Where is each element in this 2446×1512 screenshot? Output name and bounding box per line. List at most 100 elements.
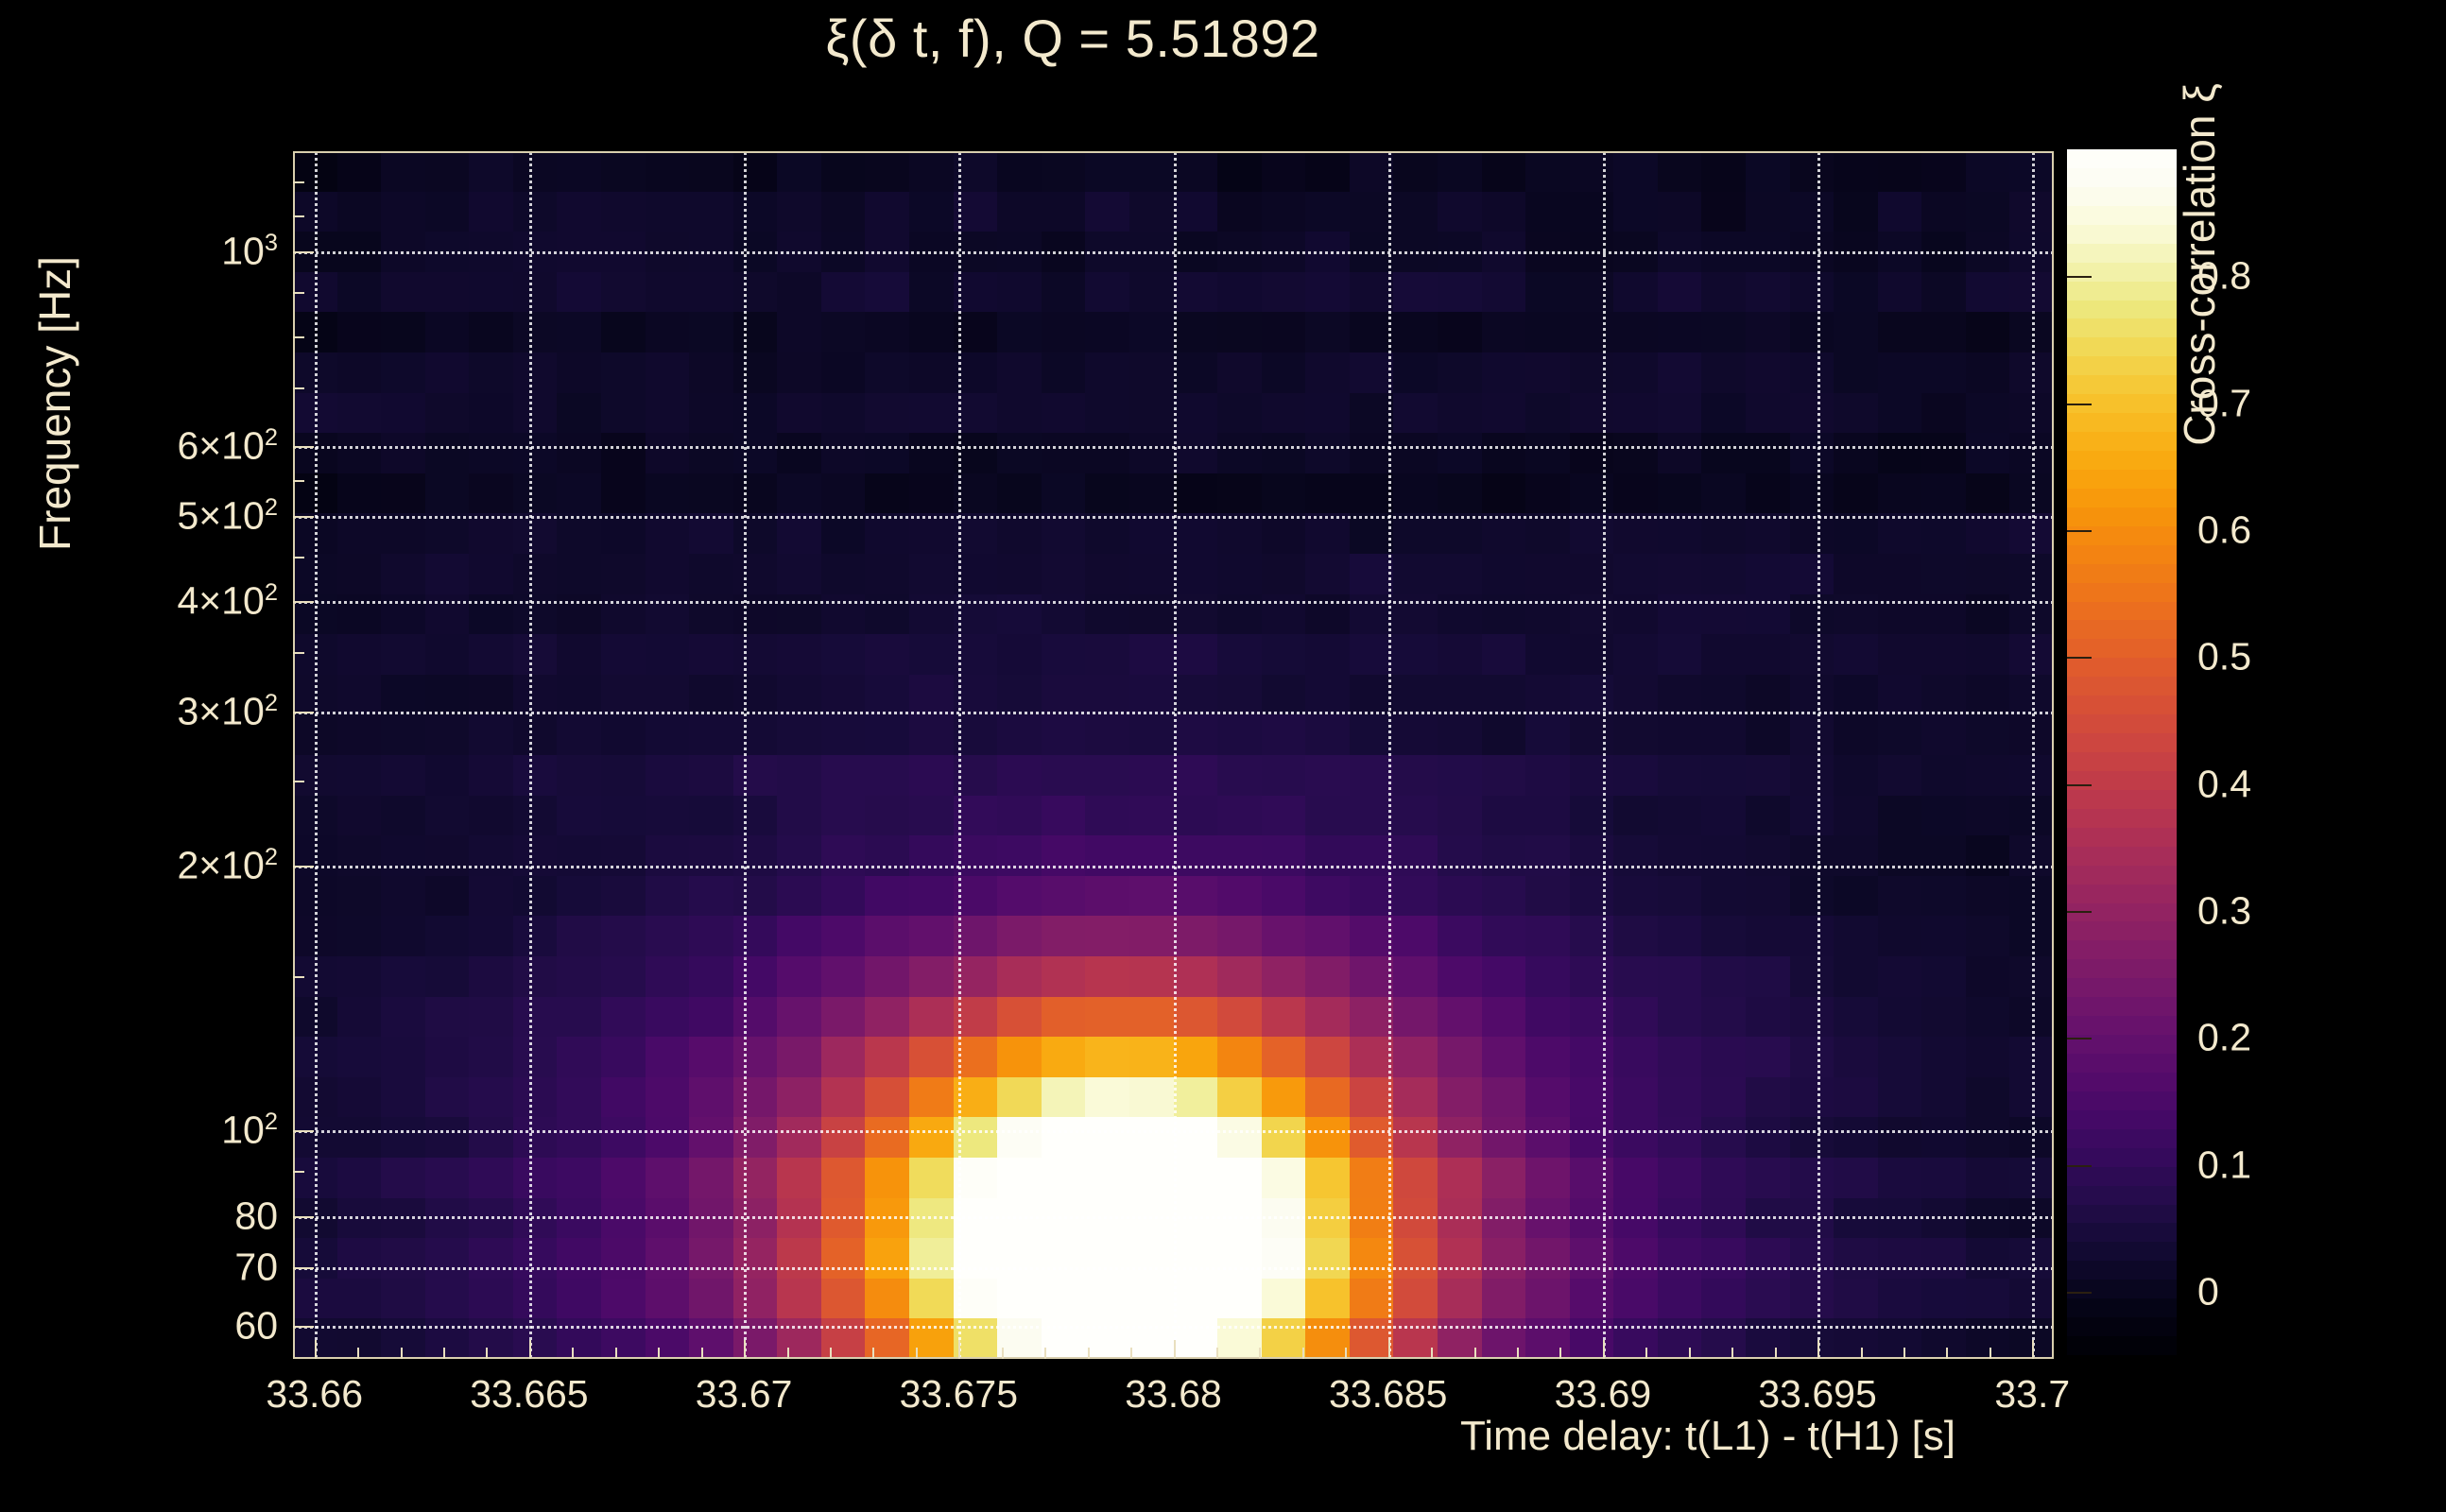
heatmap-cell [293, 1197, 337, 1239]
heatmap-cell [953, 232, 998, 272]
heatmap-cell [512, 795, 558, 836]
heatmap-cell [381, 634, 425, 675]
heatmap-cell [1569, 1117, 1614, 1158]
heatmap-cell [1085, 1157, 1129, 1198]
colorbar-segment [2067, 451, 2177, 470]
heatmap-cell [1921, 1157, 1966, 1198]
heatmap-cell [336, 875, 382, 917]
heatmap-cell [953, 472, 998, 514]
x-axis-minor-tick [1301, 1348, 1304, 1359]
heatmap-cell [469, 352, 513, 393]
heatmap-cell [1261, 433, 1306, 473]
heatmap-cell [1569, 1238, 1614, 1279]
heatmap-cell [1349, 433, 1394, 473]
heatmap-cell [732, 1157, 778, 1198]
heatmap-cell [557, 1197, 602, 1239]
heatmap-cell [645, 553, 690, 594]
heatmap-cell [953, 392, 998, 434]
heatmap-cell [381, 835, 425, 876]
heatmap-cell [424, 232, 470, 272]
heatmap-cell [1569, 392, 1614, 434]
heatmap-cell [1613, 955, 1658, 997]
x-axis-minor-tick [872, 1348, 875, 1359]
heatmap-cell [1834, 513, 1878, 554]
heatmap-cell [469, 634, 513, 675]
heatmap-cell [293, 754, 337, 796]
heatmap-cell [1085, 151, 1129, 192]
colorbar-segment [2067, 149, 2177, 168]
x-axis-minor-tick [1731, 1348, 1734, 1359]
heatmap-cell [381, 472, 425, 514]
heatmap-cell [732, 232, 778, 272]
heatmap-cell [1525, 754, 1570, 796]
heatmap-cell [1569, 835, 1614, 876]
heatmap-cell [1217, 1238, 1262, 1279]
heatmap-cell [1657, 1037, 1702, 1077]
x-axis-tick-label: 33.695 [1758, 1372, 1877, 1416]
heatmap-cell [1613, 1117, 1658, 1158]
heatmap-cell [1217, 232, 1262, 272]
heatmap-cell [1965, 955, 2010, 997]
colorbar-segment [2067, 300, 2177, 319]
heatmap-cell [1921, 472, 1966, 514]
heatmap-cell [2009, 1278, 2054, 1319]
heatmap-cell [557, 513, 602, 554]
heatmap-cell [953, 553, 998, 594]
heatmap-cell [689, 1117, 733, 1158]
heatmap-cell [732, 1197, 778, 1239]
heatmap-cell [777, 1157, 821, 1198]
heatmap-cell [1349, 352, 1394, 393]
heatmap-cell [2009, 634, 2054, 675]
heatmap-cell [1173, 674, 1218, 715]
x-axis-minor-tick [486, 1348, 489, 1359]
heatmap-cell [424, 955, 470, 997]
heatmap-cell [645, 593, 690, 635]
heatmap-cell [1834, 714, 1878, 755]
heatmap-cell [1349, 191, 1394, 232]
heatmap-cell [777, 955, 821, 997]
heatmap-cell [293, 191, 337, 232]
heatmap-cell [1525, 835, 1570, 876]
colorbar-tick [2067, 1038, 2092, 1040]
heatmap-cell [1173, 232, 1218, 272]
heatmap-cell [1085, 754, 1129, 796]
colorbar-segment [2067, 413, 2177, 433]
heatmap-cell [1701, 191, 1746, 232]
heatmap-cell [1657, 1157, 1702, 1198]
heatmap-cell [512, 1157, 558, 1198]
heatmap-cell [512, 955, 558, 997]
heatmap-cell [1965, 191, 2010, 232]
heatmap-cell [732, 352, 778, 393]
heatmap-cell [1305, 1037, 1350, 1077]
heatmap-cell [381, 433, 425, 473]
heatmap-cell [1657, 835, 1702, 876]
heatmap-cell [909, 916, 954, 956]
heatmap-cell [1261, 232, 1306, 272]
y-axis-minor-tick [293, 556, 304, 558]
heatmap-cell [2009, 1117, 2054, 1158]
heatmap-cell [1437, 151, 1482, 192]
heatmap-cell [1128, 352, 1174, 393]
heatmap-cell [1217, 634, 1262, 675]
heatmap-cell [1745, 1278, 1790, 1319]
heatmap-cell [1745, 1157, 1790, 1198]
heatmap-cell [777, 593, 821, 635]
heatmap-cell [1085, 191, 1129, 232]
heatmap-cell [689, 835, 733, 876]
heatmap-cell [997, 634, 1042, 675]
heatmap-cell [953, 513, 998, 554]
colorbar-segment [2067, 544, 2177, 564]
heatmap-cell [381, 1238, 425, 1279]
heatmap-cell [424, 553, 470, 594]
heatmap-cell [1261, 835, 1306, 876]
heatmap-cell [1437, 593, 1482, 635]
heatmap-cell [1789, 191, 1834, 232]
heatmap-cell [997, 996, 1042, 1038]
heatmap-cell [909, 151, 954, 192]
heatmap-cell [1834, 151, 1878, 192]
heatmap-cell [293, 553, 337, 594]
heatmap-cell [1569, 593, 1614, 635]
heatmap-cell [2009, 271, 2054, 313]
chart-title: ξ(δ t, f), Q = 5.51892 [825, 9, 1320, 68]
heatmap-cell [1437, 232, 1482, 272]
